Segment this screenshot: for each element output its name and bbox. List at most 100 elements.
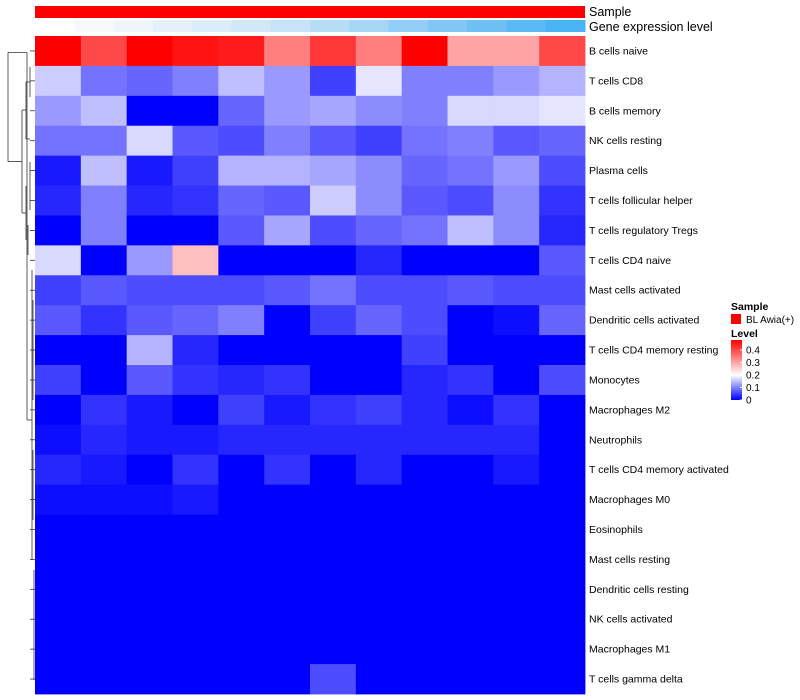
heatmap-cell [35,365,82,396]
heatmap-cell [401,394,448,426]
heatmap-cell [355,185,403,216]
heatmap-cells [35,36,586,695]
expression-annotation-cell [545,20,586,32]
heatmap-cell [539,95,586,127]
heatmap-cell [218,95,265,127]
heatmap-cell [172,424,219,456]
heatmap-cell [355,155,403,186]
heatmap-cell [447,544,494,575]
heatmap-cell [35,215,82,246]
heatmap-cell [172,65,219,97]
heatmap-cell [539,185,586,216]
heatmap-cell [80,155,128,186]
heatmap-cell [126,365,173,396]
heatmap-cell [126,394,173,426]
heatmap-cell [355,634,403,665]
heatmap-cell [126,245,173,276]
heatmap-cell [172,394,219,426]
heatmap-cell [310,365,357,396]
row-label: T cells regulatory Tregs [589,225,698,237]
heatmap-cell [493,125,540,157]
heatmap-cell [172,95,219,127]
heatmap-cell [126,604,173,635]
row-label: T cells CD4 naive [589,255,671,267]
heatmap-cell [447,95,494,127]
heatmap-cell [355,574,403,605]
heatmap-cell [539,664,586,695]
heatmap-cell [126,305,173,336]
expression-annotation-cell [467,20,507,32]
heatmap-cell [310,65,357,97]
heatmap-cell [35,394,82,426]
heatmap-cell [80,604,128,635]
row-label: T cells CD8 [589,75,643,87]
heatmap-cell [126,574,173,605]
heatmap-cell [493,275,540,306]
heatmap-cell [355,275,403,306]
legend-tick-label: 0.2 [746,371,760,382]
row-dendrogram [7,50,35,680]
heatmap-cell [401,454,448,486]
heatmap-cell [126,424,173,456]
heatmap-cell [539,65,586,97]
heatmap-cell [539,574,586,605]
heatmap-cell [35,65,82,97]
heatmap-cell [401,215,448,246]
heatmap-cell [539,275,586,306]
heatmap-cell [539,215,586,246]
heatmap-cell [493,634,540,665]
heatmap-cell [401,604,448,635]
heatmap-cell [35,305,82,336]
heatmap-cell [126,454,173,486]
expression-annotation-cell [270,20,311,32]
heatmap-cell [401,544,448,575]
heatmap-cell [493,36,540,67]
heatmap-cell [401,65,448,97]
heatmap-cell [401,335,448,366]
heatmap-cell [264,604,311,635]
expression-annotation-cell [192,20,232,32]
row-label: Dendritic cells activated [589,315,699,327]
heatmap-cell [172,454,219,486]
heatmap-cell [493,215,540,246]
heatmap-cell [80,394,128,426]
heatmap-cell [35,245,82,276]
row-label: B cells memory [589,105,662,117]
heatmap-cell [310,215,357,246]
heatmap-cell [172,185,219,216]
heatmap-cell [401,365,448,396]
heatmap-cell [264,275,311,306]
expression-annotation-cell [231,20,272,32]
heatmap-cell [172,514,219,545]
legend-tick-label: 0.4 [746,346,760,357]
heatmap-cell [172,215,219,246]
heatmap-cell [447,305,494,336]
heatmap-cell [80,544,128,575]
heatmap-cell [355,65,403,97]
heatmap-cell [264,36,311,67]
heatmap-cell [401,125,448,157]
heatmap-cell [447,574,494,605]
heatmap-cell [80,65,128,97]
legend-color-bar [731,340,742,400]
heatmap-cell [539,544,586,575]
heatmap-cell [401,484,448,515]
heatmap-cell [310,514,357,545]
heatmap-cell [172,664,219,695]
heatmap-cell [539,484,586,515]
heatmap-cell [310,484,357,515]
heatmap-cell [539,365,586,396]
heatmap-cell [447,185,494,216]
heatmap-cell [493,365,540,396]
heatmap-cell [355,365,403,396]
heatmap-cell [172,125,219,157]
row-label: Macrophages M1 [589,644,670,656]
heatmap-cell [218,125,265,157]
heatmap-cell [493,424,540,456]
heatmap-cell [355,305,403,336]
sample-annotation-bar [35,6,585,18]
heatmap-cell [355,544,403,575]
heatmap-cell [355,604,403,635]
heatmap-cell [493,394,540,426]
